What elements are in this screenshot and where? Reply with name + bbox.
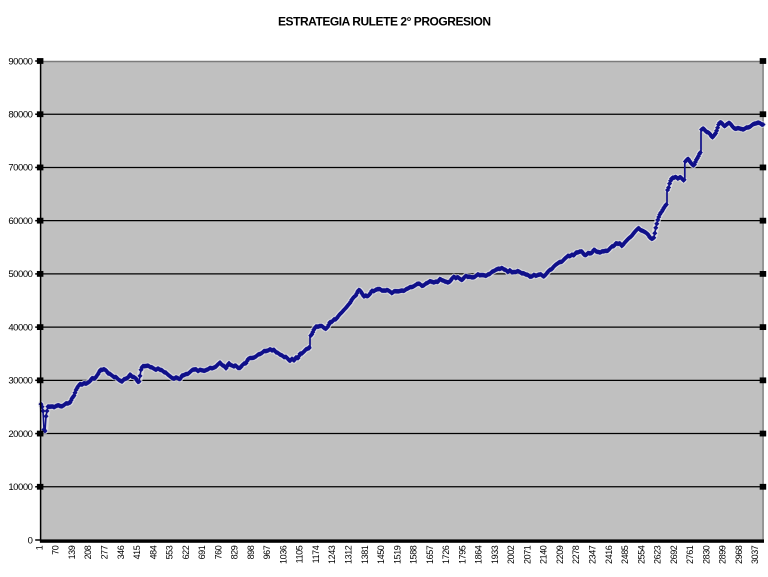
svg-text:1036: 1036 bbox=[278, 545, 288, 564]
svg-text:10000: 10000 bbox=[8, 482, 32, 493]
svg-text:2347: 2347 bbox=[587, 545, 597, 564]
svg-text:1381: 1381 bbox=[360, 545, 370, 564]
svg-text:208: 208 bbox=[83, 545, 93, 559]
svg-text:80000: 80000 bbox=[8, 110, 32, 121]
svg-text:277: 277 bbox=[99, 545, 109, 559]
svg-text:1: 1 bbox=[34, 545, 44, 550]
svg-text:2416: 2416 bbox=[604, 545, 614, 564]
svg-text:0: 0 bbox=[28, 535, 33, 546]
svg-text:20000: 20000 bbox=[8, 429, 32, 440]
svg-text:1795: 1795 bbox=[457, 545, 467, 564]
svg-text:829: 829 bbox=[230, 545, 240, 559]
svg-text:2485: 2485 bbox=[620, 545, 630, 564]
svg-text:691: 691 bbox=[197, 545, 207, 559]
svg-text:70: 70 bbox=[51, 545, 61, 555]
svg-text:346: 346 bbox=[116, 545, 126, 559]
svg-text:2899: 2899 bbox=[718, 545, 728, 564]
svg-text:1657: 1657 bbox=[425, 545, 435, 564]
svg-text:2002: 2002 bbox=[506, 545, 516, 564]
svg-text:70000: 70000 bbox=[8, 163, 32, 174]
svg-text:60000: 60000 bbox=[8, 216, 32, 227]
svg-text:2968: 2968 bbox=[734, 545, 744, 564]
svg-text:ESTRATEGIA RULETE 2° PROGRESIO: ESTRATEGIA RULETE 2° PROGRESION bbox=[278, 15, 491, 29]
svg-text:50000: 50000 bbox=[8, 269, 32, 280]
svg-text:898: 898 bbox=[246, 545, 256, 559]
svg-text:90000: 90000 bbox=[8, 56, 32, 67]
svg-text:1105: 1105 bbox=[295, 545, 305, 563]
svg-text:2554: 2554 bbox=[636, 545, 646, 564]
svg-text:1312: 1312 bbox=[343, 545, 353, 564]
svg-text:139: 139 bbox=[67, 545, 77, 559]
svg-text:2692: 2692 bbox=[669, 545, 679, 564]
svg-text:1243: 1243 bbox=[327, 545, 337, 564]
svg-text:2209: 2209 bbox=[555, 545, 565, 564]
svg-text:967: 967 bbox=[262, 545, 272, 559]
svg-text:2140: 2140 bbox=[539, 545, 549, 564]
svg-text:30000: 30000 bbox=[8, 376, 32, 387]
svg-text:1450: 1450 bbox=[376, 545, 386, 564]
svg-text:553: 553 bbox=[165, 545, 175, 559]
svg-text:2830: 2830 bbox=[701, 545, 711, 564]
svg-text:2761: 2761 bbox=[685, 545, 695, 564]
svg-text:760: 760 bbox=[213, 545, 223, 559]
svg-text:484: 484 bbox=[148, 545, 158, 559]
svg-text:1864: 1864 bbox=[474, 545, 484, 564]
svg-text:1174: 1174 bbox=[311, 545, 321, 563]
svg-text:1588: 1588 bbox=[409, 545, 419, 564]
svg-text:3037: 3037 bbox=[750, 545, 760, 564]
svg-text:2071: 2071 bbox=[522, 545, 532, 564]
svg-text:1519: 1519 bbox=[392, 545, 402, 564]
svg-text:1933: 1933 bbox=[490, 545, 500, 564]
svg-text:2623: 2623 bbox=[653, 545, 663, 564]
svg-text:40000: 40000 bbox=[8, 322, 32, 333]
svg-text:415: 415 bbox=[132, 545, 142, 559]
svg-text:622: 622 bbox=[181, 545, 191, 559]
svg-text:1726: 1726 bbox=[441, 545, 451, 564]
svg-text:2278: 2278 bbox=[571, 545, 581, 564]
